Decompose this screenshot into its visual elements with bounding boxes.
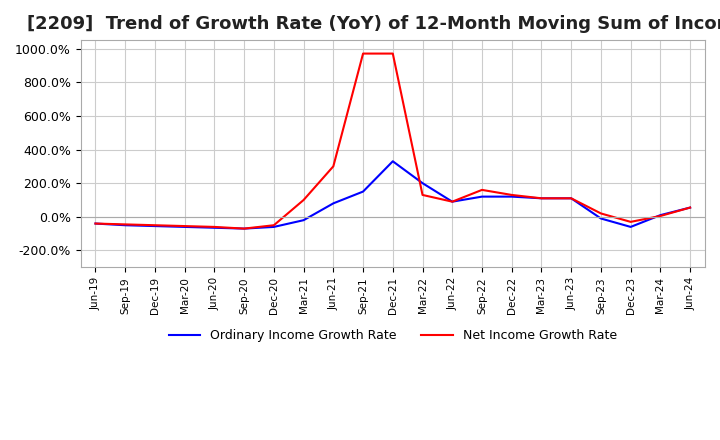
- Ordinary Income Growth Rate: [448, 199, 456, 204]
- Line: Net Income Growth Rate: Net Income Growth Rate: [96, 54, 690, 229]
- Net Income Growth Rate: [656, 213, 665, 219]
- Ordinary Income Growth Rate: [359, 189, 367, 194]
- Ordinary Income Growth Rate: [567, 196, 575, 201]
- Ordinary Income Growth Rate: [537, 196, 546, 201]
- Ordinary Income Growth Rate: [269, 224, 278, 230]
- Ordinary Income Growth Rate: [477, 194, 486, 199]
- Ordinary Income Growth Rate: [210, 225, 219, 231]
- Net Income Growth Rate: [537, 196, 546, 201]
- Net Income Growth Rate: [269, 223, 278, 228]
- Ordinary Income Growth Rate: [597, 216, 606, 221]
- Net Income Growth Rate: [597, 211, 606, 216]
- Ordinary Income Growth Rate: [508, 194, 516, 199]
- Net Income Growth Rate: [567, 196, 575, 201]
- Net Income Growth Rate: [686, 205, 695, 210]
- Title: [2209]  Trend of Growth Rate (YoY) of 12-Month Moving Sum of Incomes: [2209] Trend of Growth Rate (YoY) of 12-…: [27, 15, 720, 33]
- Ordinary Income Growth Rate: [300, 217, 308, 223]
- Net Income Growth Rate: [626, 219, 635, 224]
- Net Income Growth Rate: [418, 192, 427, 198]
- Net Income Growth Rate: [240, 226, 248, 231]
- Line: Ordinary Income Growth Rate: Ordinary Income Growth Rate: [96, 161, 690, 229]
- Net Income Growth Rate: [508, 192, 516, 198]
- Net Income Growth Rate: [359, 51, 367, 56]
- Ordinary Income Growth Rate: [686, 205, 695, 210]
- Net Income Growth Rate: [477, 187, 486, 193]
- Ordinary Income Growth Rate: [656, 213, 665, 218]
- Ordinary Income Growth Rate: [121, 223, 130, 228]
- Net Income Growth Rate: [448, 199, 456, 204]
- Net Income Growth Rate: [121, 222, 130, 227]
- Net Income Growth Rate: [180, 224, 189, 229]
- Net Income Growth Rate: [329, 164, 338, 169]
- Ordinary Income Growth Rate: [91, 221, 100, 226]
- Ordinary Income Growth Rate: [150, 224, 159, 229]
- Net Income Growth Rate: [300, 198, 308, 203]
- Ordinary Income Growth Rate: [418, 180, 427, 186]
- Net Income Growth Rate: [210, 224, 219, 230]
- Ordinary Income Growth Rate: [240, 226, 248, 231]
- Ordinary Income Growth Rate: [389, 159, 397, 164]
- Net Income Growth Rate: [389, 51, 397, 56]
- Net Income Growth Rate: [150, 223, 159, 228]
- Net Income Growth Rate: [91, 221, 100, 226]
- Ordinary Income Growth Rate: [329, 201, 338, 206]
- Ordinary Income Growth Rate: [180, 224, 189, 230]
- Legend: Ordinary Income Growth Rate, Net Income Growth Rate: Ordinary Income Growth Rate, Net Income …: [163, 324, 622, 348]
- Ordinary Income Growth Rate: [626, 224, 635, 230]
